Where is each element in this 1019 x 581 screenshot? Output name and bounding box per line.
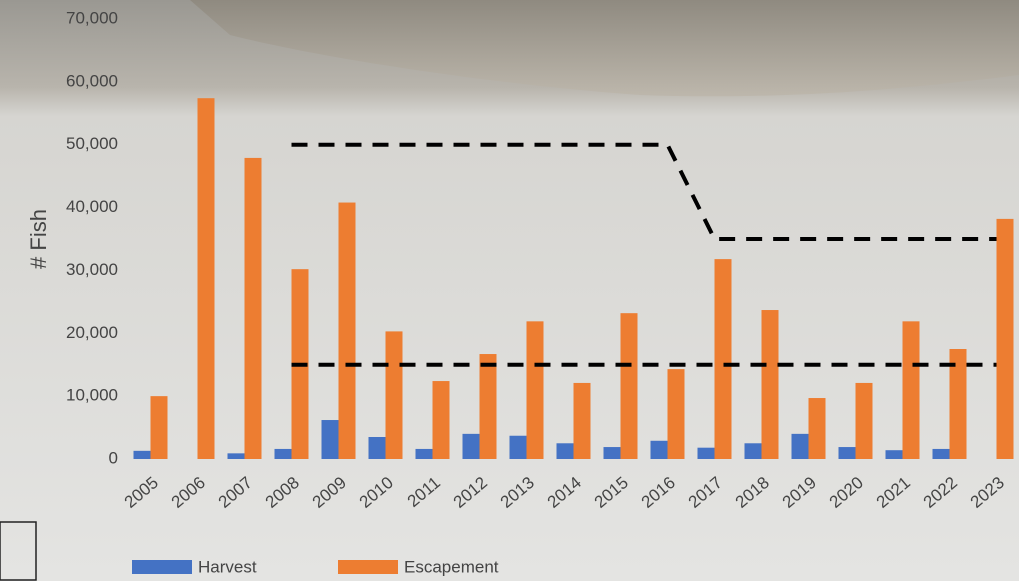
bar [274,448,292,459]
bar [197,98,215,459]
bar [885,450,903,459]
bar [838,447,856,459]
legend-swatch [338,560,398,574]
bar [902,321,920,459]
box [0,521,37,581]
bar [556,443,574,459]
y-tick-label: 40,000 [66,197,118,216]
bar [573,382,591,459]
bar [227,453,245,459]
bar [744,443,762,459]
bar [479,354,497,459]
y-tick-label: 20,000 [66,323,118,342]
bar [338,202,356,460]
bar [667,369,685,459]
bar [697,447,715,459]
bar [150,396,168,459]
bar [620,313,638,459]
bar [133,450,151,459]
bar [462,433,480,459]
bar [509,435,527,459]
y-tick-label: 30,000 [66,260,118,279]
y-tick-label: 70,000 [66,8,118,27]
bar [321,420,339,459]
y-tick-label: 50,000 [66,134,118,153]
bar [244,157,262,459]
bar [932,448,950,459]
bar [996,218,1014,459]
legend-label: Harvest [198,557,257,576]
bar [855,382,873,459]
river-bank [190,0,1019,97]
bar [791,433,809,459]
bar [761,310,779,459]
bar [808,398,826,459]
y-axis-label: # Fish [26,209,51,269]
y-tick-label: 10,000 [66,386,118,405]
y-tick-label: 60,000 [66,71,118,90]
bar [415,448,433,459]
bar [385,331,403,459]
bar [368,437,386,459]
legend-swatch [132,560,192,574]
legend-label: Escapement [404,557,499,576]
bar [526,321,544,459]
goal-line [291,142,997,241]
bar [432,381,450,459]
bar [650,440,668,459]
bar [949,349,967,459]
bar [714,259,732,459]
bar [603,447,621,459]
y-tick-label: 0 [109,448,118,467]
